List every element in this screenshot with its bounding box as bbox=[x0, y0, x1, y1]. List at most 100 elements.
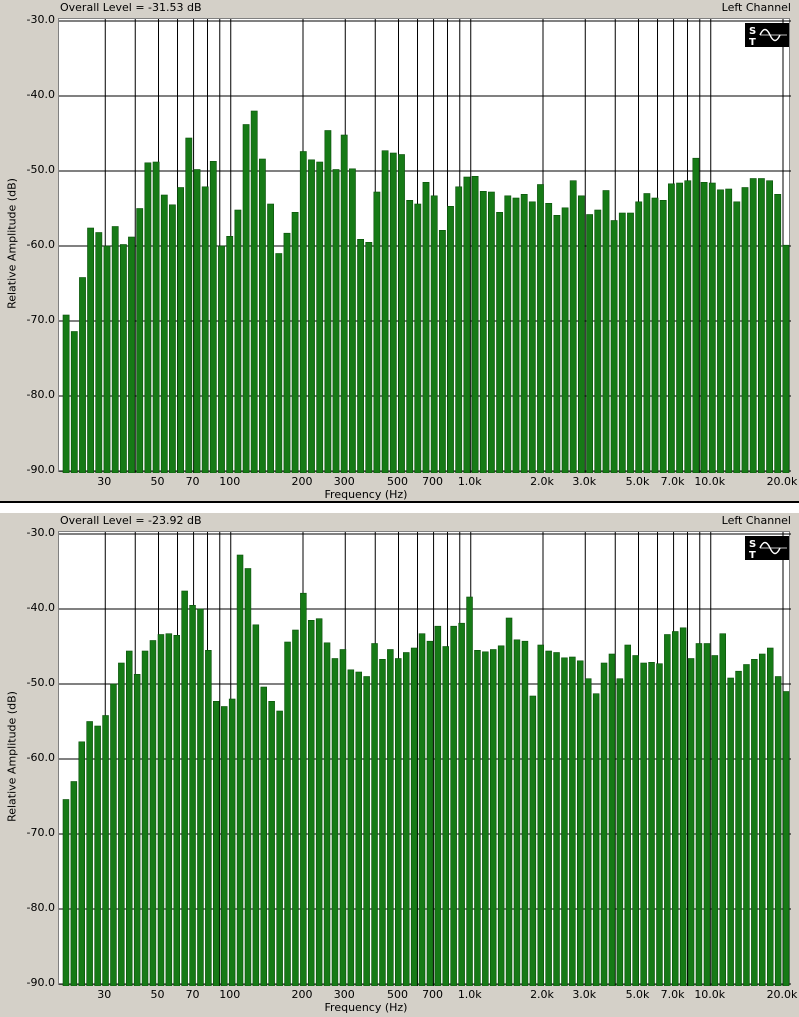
spectrum-bar bbox=[664, 634, 671, 986]
spectrum-bar bbox=[442, 646, 449, 986]
spectrum-bar bbox=[717, 189, 724, 473]
spectrum-bar bbox=[406, 200, 414, 473]
spectrum-bar bbox=[624, 644, 631, 986]
spectrum-bar bbox=[126, 650, 133, 986]
spectrum-bar bbox=[315, 618, 323, 986]
spectrum-bar bbox=[141, 650, 149, 986]
channel-label: Left Channel bbox=[721, 514, 791, 527]
spectrum-bar bbox=[667, 183, 675, 473]
spectrum-bar bbox=[95, 232, 103, 473]
logo-s-text: S bbox=[749, 26, 756, 37]
x-tick-label: 3.0k bbox=[572, 475, 597, 488]
spectrum-bar bbox=[86, 721, 93, 986]
y-tick-label: -80.0 bbox=[26, 388, 55, 401]
x-axis-label: Frequency (Hz) bbox=[324, 488, 408, 501]
spectrum-bar bbox=[458, 622, 465, 986]
spectrum-bar bbox=[774, 676, 782, 986]
spectrum-panel-top: Overall Level = -31.53 dB Left Channel S T -… bbox=[0, 0, 799, 502]
spectrum-bar bbox=[339, 649, 347, 986]
spectrum-bar bbox=[291, 212, 299, 473]
panel-header: Overall Level = -23.92 dB Left Channel bbox=[58, 513, 793, 527]
spectrum-bar bbox=[545, 203, 553, 473]
spectrum-bar bbox=[387, 649, 394, 986]
overall-level-text: Overall Level = -31.53 dB bbox=[60, 1, 202, 14]
spectrum-bar bbox=[308, 159, 315, 473]
y-tick-label: -80.0 bbox=[26, 901, 55, 914]
panel-divider bbox=[0, 501, 799, 503]
spectrum-bar bbox=[260, 686, 268, 986]
spectrum-bar bbox=[201, 186, 209, 473]
spectrum-bar bbox=[471, 176, 479, 473]
spectrum-bar bbox=[463, 176, 471, 473]
spectrum-bar bbox=[373, 191, 381, 473]
spectrum-bar bbox=[283, 232, 291, 473]
spectrum-bar bbox=[267, 203, 274, 473]
x-tick-label: 20.0k bbox=[766, 988, 798, 1001]
spectrum-bar bbox=[118, 662, 125, 986]
spectrum-bar bbox=[259, 158, 266, 473]
spectrum-bar bbox=[111, 226, 119, 473]
y-axis-label: Relative Amplitude (dB) bbox=[5, 691, 19, 822]
spectrum-bar bbox=[189, 605, 196, 986]
logo-t-text: T bbox=[749, 550, 756, 560]
spectrum-bar bbox=[79, 277, 86, 473]
spectrum-bar bbox=[185, 137, 193, 473]
y-tick-label: -40.0 bbox=[26, 601, 55, 614]
spectrum-bar bbox=[355, 671, 362, 986]
spectrum-bar bbox=[616, 678, 624, 986]
spectrum-bar bbox=[725, 188, 733, 473]
spectrum-bar bbox=[177, 187, 184, 473]
spectrum-bar bbox=[711, 655, 719, 986]
spectrum-bar bbox=[275, 253, 283, 473]
spectrum-bar bbox=[758, 653, 766, 986]
spectrum-bar bbox=[651, 197, 659, 473]
spectrum-bar bbox=[586, 214, 593, 473]
logo-s-text: S bbox=[749, 539, 756, 550]
x-tick-label: 10.0k bbox=[694, 988, 726, 1001]
spectrum-bar bbox=[426, 640, 434, 986]
spectrum-bar bbox=[659, 200, 667, 473]
spectrum-bar bbox=[553, 652, 560, 986]
spectrum-bar bbox=[708, 182, 716, 473]
spectrum-bar bbox=[300, 592, 307, 986]
spectrum-chart-svg bbox=[59, 19, 791, 473]
spectrum-bar bbox=[379, 659, 386, 986]
spectrum-bar bbox=[782, 244, 790, 473]
y-tick-label: -90.0 bbox=[26, 976, 55, 989]
spectrum-bar bbox=[103, 245, 111, 473]
spectrum-panel-bottom: Overall Level = -23.92 dB Left Channel S T -… bbox=[0, 513, 799, 1017]
spectrum-bar bbox=[144, 162, 152, 473]
x-tick-label: 300 bbox=[333, 475, 355, 488]
spectrum-bar bbox=[757, 178, 765, 473]
spectrum-bar bbox=[323, 642, 331, 986]
y-tick-label: -50.0 bbox=[26, 163, 55, 176]
spectrum-bar bbox=[371, 643, 378, 986]
spectrum-bar bbox=[331, 658, 339, 986]
spectrum-bar bbox=[618, 212, 626, 473]
spectrum-bar bbox=[553, 215, 561, 473]
x-tick-label: 7.0k bbox=[660, 475, 685, 488]
spectrum-bar bbox=[679, 627, 687, 986]
spectrum-bar bbox=[687, 658, 695, 986]
spectrum-bar bbox=[561, 657, 568, 986]
sine-wave-icon: ST bbox=[749, 539, 787, 560]
spectrum-bar bbox=[165, 633, 173, 986]
spectrum-bar bbox=[512, 197, 520, 473]
spectrum-bar bbox=[487, 191, 495, 473]
x-axis-label: Frequency (Hz) bbox=[324, 1001, 408, 1014]
spectrum-bar bbox=[157, 634, 165, 986]
spectrum-bar bbox=[70, 781, 78, 986]
x-tick-label: 200 bbox=[291, 988, 313, 1001]
spectrum-bar bbox=[169, 204, 176, 473]
spectrum-bar bbox=[577, 195, 585, 473]
x-tick-label: 200 bbox=[291, 475, 313, 488]
y-tick-label: -40.0 bbox=[26, 88, 55, 101]
y-tick-label: -60.0 bbox=[26, 238, 55, 251]
spectrum-bar bbox=[394, 658, 402, 986]
spectrum-bar bbox=[160, 194, 168, 473]
spectrum-bar bbox=[422, 182, 430, 473]
spectrum-bar bbox=[252, 624, 260, 986]
spectrum-bar bbox=[242, 124, 250, 473]
spectrum-bar bbox=[610, 220, 618, 473]
